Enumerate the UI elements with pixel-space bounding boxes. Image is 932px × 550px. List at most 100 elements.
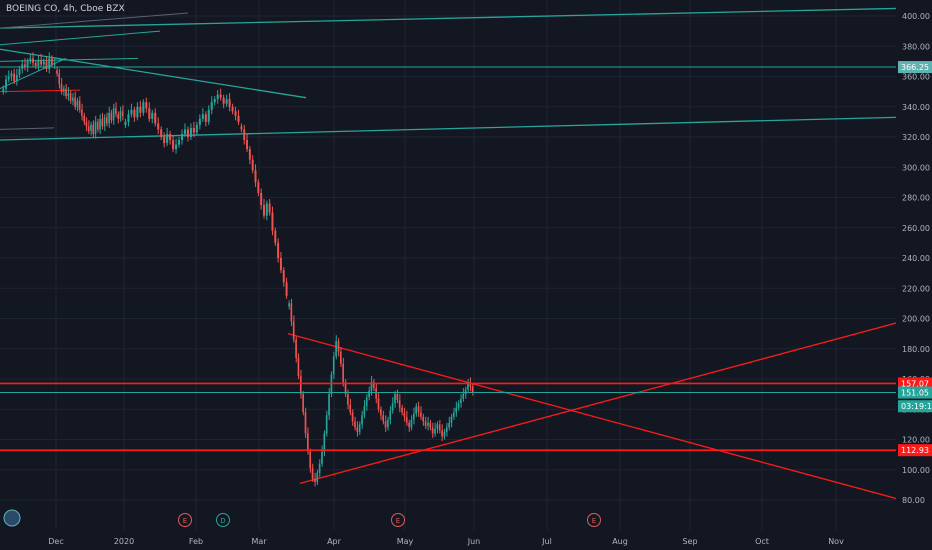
candle-body xyxy=(23,64,26,68)
candle-body xyxy=(183,129,187,134)
candle-body xyxy=(50,58,53,65)
candle-body xyxy=(368,391,370,398)
candle-body xyxy=(445,427,448,432)
event-marker-label: E xyxy=(592,517,596,525)
candle-body xyxy=(398,400,401,408)
event-marker-label: E xyxy=(396,517,400,525)
candle-body xyxy=(464,389,467,395)
y-tick-label: 360.00 xyxy=(902,73,930,82)
candle-body xyxy=(92,124,94,134)
candle-body xyxy=(332,356,335,375)
candle-body xyxy=(328,394,330,416)
candle-body xyxy=(139,106,142,113)
candle-body xyxy=(124,121,127,125)
price-badge xyxy=(898,377,932,390)
y-tick-label: 200.00 xyxy=(902,315,930,324)
candle-body xyxy=(417,406,420,413)
x-tick-label: Oct xyxy=(755,537,769,546)
price-axis[interactable]: 80.00100.00120.00140.00160.00180.00200.0… xyxy=(902,12,930,505)
candle-body xyxy=(351,412,354,422)
candle-body xyxy=(318,463,321,473)
y-tick-label: 400.00 xyxy=(902,12,930,21)
candle-body xyxy=(148,108,151,119)
candle-body xyxy=(163,137,166,144)
candle-body xyxy=(401,407,403,413)
event-marker xyxy=(391,513,405,527)
candle-body xyxy=(110,112,113,121)
candle-body xyxy=(13,73,16,82)
candle-body xyxy=(265,203,268,216)
time-axis[interactable]: Dec 2020 Feb Mar Apr May Jun Jul Aug Sep Oct Nov xyxy=(48,537,844,546)
price-badge xyxy=(898,400,932,413)
candle-body xyxy=(380,409,382,416)
candle-body xyxy=(142,102,145,113)
candle-body xyxy=(222,97,225,104)
candle-body xyxy=(160,129,163,137)
candle-body xyxy=(58,73,60,85)
candle-body xyxy=(469,383,472,387)
candle-body xyxy=(62,88,65,92)
candle-body xyxy=(394,394,396,404)
candle-body xyxy=(335,341,337,357)
candle-body xyxy=(403,412,406,417)
candle-body xyxy=(375,388,377,399)
y-tick-label: 320.00 xyxy=(902,133,930,142)
candle-body xyxy=(307,433,309,452)
candle-body xyxy=(246,140,249,150)
price-badge xyxy=(898,386,932,399)
candle-body xyxy=(119,111,122,119)
price-badge-text: 03:19:17 xyxy=(901,402,932,411)
price-badge xyxy=(898,61,932,74)
price-badge-text: 112.93 xyxy=(901,446,929,455)
candle-body xyxy=(166,133,169,144)
candle-body xyxy=(225,99,228,104)
candle-body xyxy=(154,112,157,124)
trend-line xyxy=(287,332,897,500)
x-tick-label: Feb xyxy=(189,537,203,546)
candle-body xyxy=(201,114,204,119)
y-tick-label: 80.00 xyxy=(902,496,925,505)
candle-body xyxy=(431,427,434,434)
candle-body xyxy=(268,203,271,213)
candle-body xyxy=(136,106,139,118)
event-marker xyxy=(587,513,601,527)
candle-body xyxy=(412,413,415,420)
candle-body xyxy=(427,422,429,426)
candle-body xyxy=(365,397,368,407)
candle-body xyxy=(60,84,63,92)
candle-body xyxy=(462,394,465,399)
candle-body xyxy=(45,61,48,69)
candle-body xyxy=(263,205,265,216)
candle-body xyxy=(314,478,316,482)
candle-body xyxy=(65,88,67,97)
candle-body xyxy=(240,126,243,130)
candle-body xyxy=(177,140,181,145)
x-tick-label: Jun xyxy=(467,537,481,546)
candle-body xyxy=(175,144,178,150)
trend-line xyxy=(0,7,897,29)
x-tick-label: 2020 xyxy=(114,537,134,546)
event-marker-label: E xyxy=(183,517,187,525)
candle-body xyxy=(145,102,148,109)
candle-body xyxy=(434,428,436,434)
candle-body xyxy=(339,351,342,364)
candle-body xyxy=(384,421,387,428)
candle-body xyxy=(133,109,136,118)
candle-body xyxy=(48,58,51,69)
candle-body xyxy=(354,421,356,428)
y-tick-label: 100.00 xyxy=(902,466,930,475)
candle-body xyxy=(195,124,198,133)
trend-line xyxy=(0,12,189,29)
event-marker xyxy=(178,513,192,527)
candle-body xyxy=(117,114,119,119)
candle-body xyxy=(99,118,101,130)
candle-body xyxy=(18,68,21,75)
candle-body xyxy=(288,303,290,307)
candle-body xyxy=(410,419,413,428)
candle-body xyxy=(94,121,97,134)
candle-body xyxy=(67,93,70,97)
candle-body xyxy=(53,62,56,65)
candle-body xyxy=(234,111,237,116)
